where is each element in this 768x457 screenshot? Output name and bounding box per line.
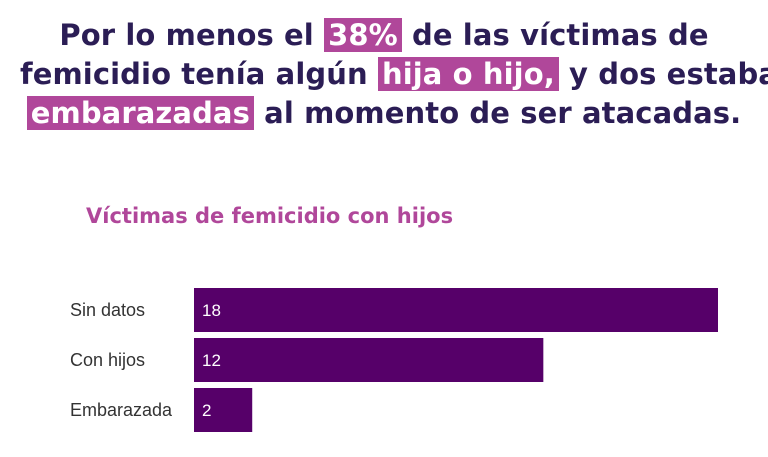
- highlight-children: hija o hijo,: [377, 57, 559, 91]
- headline-text: Por lo menos el: [59, 18, 314, 52]
- category-label: Con hijos: [70, 350, 145, 370]
- data-label: 18: [202, 301, 221, 320]
- highlight-percentage: 38%: [324, 18, 402, 52]
- data-label: 12: [202, 351, 221, 370]
- chart-title: Víctimas de femicidio con hijos: [86, 204, 454, 228]
- headline-text: femicidio tenía algún: [20, 57, 368, 91]
- highlight-pregnant: embarazadas: [26, 96, 254, 130]
- bar: [194, 338, 544, 382]
- bar-chart: Sin datos 18 Con hijos 12 Embarazada 2: [70, 288, 718, 432]
- bar: [194, 288, 718, 332]
- category-label: Embarazada: [70, 400, 173, 420]
- headline: Por lo menos el 38% de las víctimas de f…: [20, 16, 768, 133]
- bar: [194, 388, 253, 432]
- headline-line-2: femicidio tenía algún hija o hijo, y dos…: [20, 55, 768, 94]
- headline-text: de las víctimas de: [411, 18, 709, 52]
- headline-line-3: embarazadas al momento de ser atacadas.: [20, 94, 748, 133]
- headline-line-1: Por lo menos el 38% de las víctimas de: [20, 16, 748, 55]
- headline-text: y dos estaban: [569, 57, 768, 91]
- category-label: Sin datos: [70, 300, 145, 320]
- headline-text: al momento de ser atacadas.: [264, 96, 742, 130]
- data-label: 2: [202, 401, 211, 420]
